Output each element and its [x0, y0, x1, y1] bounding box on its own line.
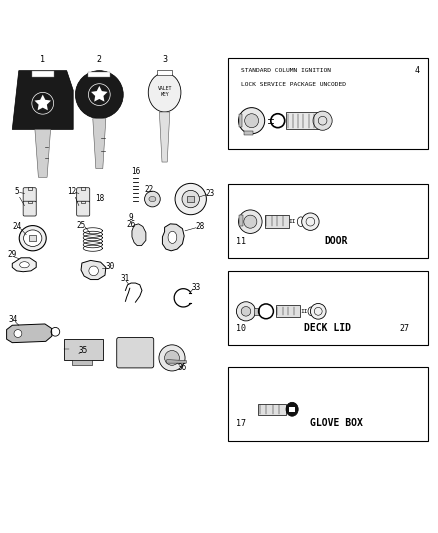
Bar — [244, 131, 253, 135]
Bar — [239, 215, 243, 226]
Bar — [228, 271, 428, 345]
Circle shape — [239, 108, 265, 134]
Text: 25: 25 — [76, 221, 86, 230]
Text: 2: 2 — [97, 55, 102, 64]
Text: 33: 33 — [192, 283, 201, 292]
Bar — [64, 339, 103, 360]
Text: 10: 10 — [237, 324, 247, 333]
Text: 1: 1 — [40, 55, 45, 64]
Polygon shape — [132, 224, 146, 246]
Bar — [286, 112, 319, 130]
Text: VALET
KEY: VALET KEY — [157, 86, 172, 97]
Text: DOOR: DOOR — [325, 236, 348, 246]
Circle shape — [159, 345, 185, 371]
Polygon shape — [35, 94, 51, 110]
Bar — [228, 58, 428, 149]
FancyBboxPatch shape — [23, 201, 36, 216]
Bar — [258, 403, 286, 415]
Text: 36: 36 — [177, 363, 187, 372]
Circle shape — [245, 114, 258, 128]
Bar — [265, 215, 289, 228]
Bar — [28, 187, 32, 190]
Text: 5: 5 — [15, 187, 19, 196]
Bar — [88, 71, 110, 77]
Text: 18: 18 — [95, 194, 104, 203]
Text: 16: 16 — [131, 167, 140, 176]
Ellipse shape — [149, 197, 156, 201]
FancyBboxPatch shape — [77, 188, 90, 203]
Bar — [28, 201, 32, 204]
Circle shape — [145, 191, 160, 207]
Circle shape — [175, 183, 206, 215]
Text: DECK LID: DECK LID — [304, 322, 351, 333]
Bar — [239, 114, 242, 127]
Ellipse shape — [19, 225, 46, 251]
FancyBboxPatch shape — [23, 188, 36, 203]
Circle shape — [311, 303, 326, 319]
Text: 12: 12 — [67, 187, 77, 196]
Ellipse shape — [286, 402, 298, 416]
Bar — [32, 71, 53, 77]
Bar — [81, 187, 85, 190]
Polygon shape — [162, 224, 184, 251]
Circle shape — [244, 215, 257, 228]
Circle shape — [75, 71, 123, 118]
Bar — [289, 407, 295, 412]
Text: LOCK SERVICE PACKAGE UNCODED: LOCK SERVICE PACKAGE UNCODED — [241, 82, 346, 86]
Bar — [157, 70, 173, 75]
Circle shape — [241, 306, 251, 316]
Text: 31: 31 — [121, 274, 130, 283]
Bar — [276, 305, 300, 317]
Text: STANDARD COLUMN IGNITION: STANDARD COLUMN IGNITION — [241, 68, 331, 74]
Circle shape — [239, 210, 262, 233]
Polygon shape — [93, 118, 106, 168]
Circle shape — [313, 111, 332, 130]
Bar — [187, 196, 194, 202]
Bar — [228, 184, 428, 258]
Polygon shape — [12, 258, 36, 272]
Text: 30: 30 — [106, 262, 115, 271]
Text: 27: 27 — [399, 324, 410, 333]
Bar — [81, 201, 85, 204]
Text: 26: 26 — [127, 220, 136, 229]
Polygon shape — [7, 324, 52, 343]
Text: 11: 11 — [237, 237, 247, 246]
Bar — [254, 308, 259, 315]
Text: 29: 29 — [7, 250, 17, 259]
Text: 3: 3 — [162, 55, 167, 64]
Ellipse shape — [24, 230, 42, 246]
Circle shape — [89, 266, 99, 276]
Text: II: II — [300, 309, 307, 314]
FancyBboxPatch shape — [117, 337, 154, 368]
Polygon shape — [81, 261, 106, 279]
FancyBboxPatch shape — [77, 201, 90, 216]
Text: II: II — [288, 219, 296, 224]
Circle shape — [182, 190, 199, 208]
Circle shape — [14, 329, 22, 337]
Text: 9: 9 — [129, 213, 134, 222]
Ellipse shape — [168, 231, 177, 244]
Ellipse shape — [20, 262, 29, 268]
Circle shape — [237, 302, 255, 321]
Circle shape — [302, 213, 319, 230]
Text: 24: 24 — [12, 222, 22, 231]
Polygon shape — [35, 130, 50, 177]
Bar — [29, 235, 36, 241]
Polygon shape — [12, 71, 73, 130]
Text: 23: 23 — [206, 189, 215, 198]
Text: GLOVE BOX: GLOVE BOX — [310, 418, 363, 429]
Bar — [72, 360, 92, 365]
Ellipse shape — [148, 73, 181, 112]
Polygon shape — [167, 360, 186, 363]
Circle shape — [165, 351, 180, 365]
Text: 28: 28 — [195, 222, 205, 231]
Text: 22: 22 — [145, 185, 154, 194]
Text: 4: 4 — [414, 66, 419, 75]
Text: 35: 35 — [78, 345, 88, 354]
Polygon shape — [91, 86, 108, 102]
Text: 17: 17 — [237, 419, 247, 429]
Text: 34: 34 — [9, 315, 18, 324]
Polygon shape — [159, 112, 170, 162]
Bar — [228, 367, 428, 441]
